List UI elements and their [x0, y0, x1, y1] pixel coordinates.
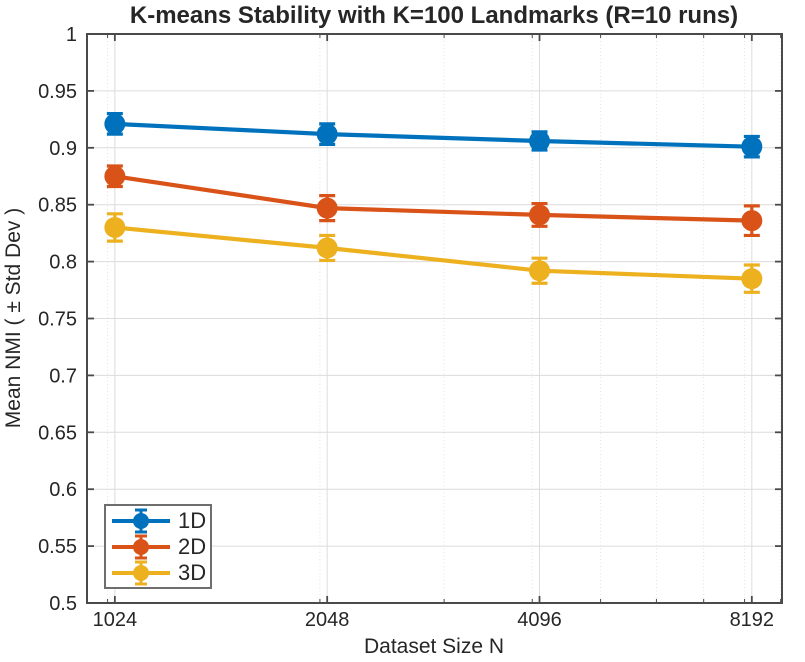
chart-title: K-means Stability with K=100 Landmarks (…: [130, 2, 738, 29]
chart-generated-layer: 1024 2048 4096 8192 0.5 0.55 0.6 0.65 0.7 0.75 0.8…: [38, 24, 783, 631]
legend-marker: [133, 539, 149, 555]
x-axis-label: Dataset Size N: [364, 635, 504, 658]
data-marker-1D: [741, 136, 763, 158]
y-tick-label: 0.7: [49, 365, 77, 387]
data-marker-1D: [104, 113, 126, 135]
legend-errorbar-glyph-1d: [112, 508, 170, 534]
legend-item-2d: 2D: [109, 534, 210, 560]
data-marker-2D: [529, 204, 551, 226]
data-marker-3D: [529, 260, 551, 282]
legend-label-2d: 2D: [178, 534, 207, 559]
legend-marker: [133, 565, 149, 581]
legend-marker: [133, 513, 149, 529]
y-tick-label: 0.85: [38, 195, 77, 217]
y-tick-label: 0.8: [49, 252, 77, 274]
data-marker-1D: [529, 130, 551, 152]
y-tick-label: 0.5: [49, 593, 77, 615]
legend-item-1d: 1D: [109, 508, 210, 534]
x-tick-label: 2048: [305, 609, 350, 631]
data-marker-3D: [316, 237, 338, 259]
data-marker-2D: [104, 165, 126, 187]
legend-label-1d: 1D: [178, 508, 207, 533]
data-marker-2D: [741, 210, 763, 232]
legend-label-3d: 3D: [178, 560, 207, 585]
x-tick-label: 1024: [93, 609, 138, 631]
y-tick-label: 0.65: [38, 422, 77, 444]
series-line-3D: [112, 225, 754, 281]
data-marker-2D: [316, 197, 338, 219]
series-line-1D: [112, 121, 754, 149]
y-tick-label: 0.6: [49, 479, 77, 501]
legend: 1D 2D 3D: [104, 504, 212, 589]
data-marker-3D: [104, 216, 126, 238]
x-tick-label: 8192: [730, 609, 775, 631]
y-tick-label: 1: [66, 24, 77, 46]
legend-errorbar-glyph-2d: [112, 534, 170, 560]
data-marker-1D: [316, 123, 338, 145]
y-tick-label: 0.75: [38, 309, 77, 331]
y-tick-label: 0.55: [38, 536, 77, 558]
y-tick-label: 0.9: [49, 138, 77, 160]
y-tick-label: 0.95: [38, 81, 77, 103]
data-marker-3D: [741, 268, 763, 290]
y-axis-label: Mean NMI ( ± Std Dev ): [2, 208, 25, 428]
series-line-2D: [112, 174, 754, 223]
legend-errorbar-glyph-3d: [112, 560, 170, 586]
x-tick-label: 4096: [517, 609, 562, 631]
legend-item-3d: 3D: [109, 560, 210, 586]
